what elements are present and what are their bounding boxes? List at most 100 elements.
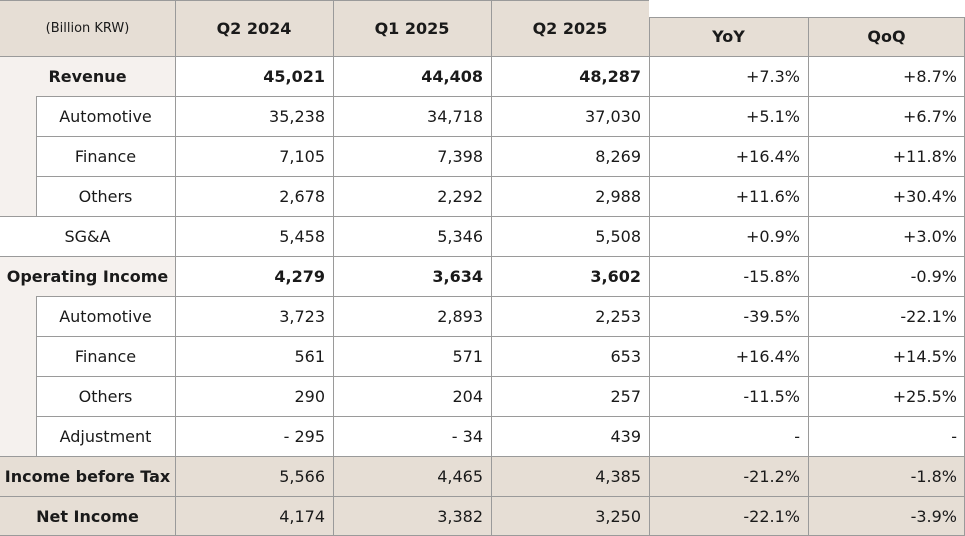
cell-finance-q2-2025: 8,269	[595, 146, 641, 166]
row-indent-gutter	[0, 96, 36, 136]
cell-others-q2-2024: 2,678	[279, 186, 325, 206]
row-indent-gutter	[0, 336, 36, 376]
cell-finance-qoq: +11.8%	[892, 146, 957, 166]
cell-automotive-yoy: +5.1%	[745, 106, 800, 126]
cell-net-income-q2-2024: 4,174	[175, 496, 333, 536]
cell-operating-income-q1-2025: 3,634	[432, 266, 483, 286]
cell-others-yoy: -11.5%	[743, 386, 800, 406]
cell-automotive-q2-2025: 2,253	[595, 306, 641, 326]
cell-revenue-q2-2024: 45,021	[263, 66, 325, 86]
cell-automotive-yoy: -39.5%	[743, 306, 800, 326]
cell-finance-yoy: +16.4%	[735, 346, 800, 366]
row-label-finance: Finance	[74, 146, 137, 166]
row-label-adjustment: Adjustment	[59, 426, 152, 446]
indent-divider	[36, 96, 37, 216]
row-divider	[36, 176, 965, 177]
row-label-finance: Finance	[74, 346, 137, 366]
cell-adjustment-q1-2025: - 34	[451, 426, 483, 446]
cell-finance-q2-2024: 7,105	[279, 146, 325, 166]
row-label-automotive: Automotive	[59, 106, 152, 126]
row-label-sg-a: SG&A	[64, 226, 111, 246]
cell-automotive-q1-2025: 34,718	[427, 106, 483, 126]
row-divider	[36, 376, 965, 377]
row-label-automotive: Automotive	[59, 306, 152, 326]
column-divider	[333, 0, 334, 536]
cell-automotive-qoq: -22.1%	[900, 306, 957, 326]
cell-operating-income-q2-2024: 4,279	[274, 266, 325, 286]
cell-net-income-yoy: -22.1%	[649, 496, 808, 536]
cell-sg-a-q2-2024: 5,458	[279, 226, 325, 246]
header-gap	[649, 0, 965, 17]
cell-others-yoy: +11.6%	[735, 186, 800, 206]
cell-revenue-yoy: +7.3%	[745, 66, 800, 86]
cell-income-before-tax-qoq: -1.8%	[808, 456, 965, 496]
row-label-operating-income: Operating Income	[0, 256, 175, 296]
cell-revenue-qoq: +8.7%	[902, 66, 957, 86]
cell-income-before-tax-q2-2025: 4,385	[491, 456, 649, 496]
column-header-q2-2024: Q2 2024	[175, 0, 333, 56]
row-indent-gutter	[0, 296, 36, 336]
cell-finance-qoq: +14.5%	[892, 346, 957, 366]
column-header-q2-2025: Q2 2025	[491, 0, 649, 56]
cell-others-q1-2025: 204	[452, 386, 483, 406]
cell-finance-q1-2025: 571	[452, 346, 483, 366]
cell-net-income-q1-2025: 3,382	[333, 496, 491, 536]
cell-sg-a-q1-2025: 5,346	[437, 226, 483, 246]
cell-income-before-tax-q2-2024: 5,566	[175, 456, 333, 496]
cell-automotive-q2-2025: 37,030	[585, 106, 641, 126]
row-label-net-income: Net Income	[0, 496, 175, 536]
cell-automotive-q1-2025: 2,893	[437, 306, 483, 326]
cell-adjustment-yoy: -	[794, 426, 800, 446]
cell-operating-income-q2-2025: 3,602	[590, 266, 641, 286]
row-divider	[36, 336, 965, 337]
row-indent-gutter	[0, 176, 36, 216]
row-divider	[36, 416, 965, 417]
column-divider	[649, 17, 650, 536]
cell-sg-a-qoq: +3.0%	[902, 226, 957, 246]
row-indent-gutter	[0, 416, 36, 456]
cell-income-before-tax-yoy: -21.2%	[649, 456, 808, 496]
row-label-others: Others	[78, 386, 133, 406]
cell-sg-a-q2-2025: 5,508	[595, 226, 641, 246]
cell-adjustment-q2-2025: 439	[610, 426, 641, 446]
column-header-qoq: QoQ	[808, 17, 965, 56]
column-header-yoy: YoY	[649, 17, 808, 56]
cell-automotive-qoq: +6.7%	[902, 106, 957, 126]
cell-others-qoq: +25.5%	[892, 386, 957, 406]
cell-finance-q2-2025: 653	[610, 346, 641, 366]
column-header-q1-2025: Q1 2025	[333, 0, 491, 56]
row-divider	[0, 496, 965, 497]
cell-automotive-q2-2024: 3,723	[279, 306, 325, 326]
cell-others-q2-2025: 2,988	[595, 186, 641, 206]
cell-others-q1-2025: 2,292	[437, 186, 483, 206]
cell-revenue-q2-2025: 48,287	[579, 66, 641, 86]
column-divider	[175, 0, 176, 536]
row-divider	[36, 296, 965, 297]
header-top-border	[0, 0, 649, 1]
unit-label: (Billion KRW)	[45, 20, 130, 36]
cell-others-q2-2025: 257	[610, 386, 641, 406]
row-label-income-before-tax: Income before Tax	[0, 456, 175, 496]
row-divider	[36, 136, 965, 137]
cell-finance-yoy: +16.4%	[735, 146, 800, 166]
row-label-revenue: Revenue	[0, 56, 175, 96]
cell-sg-a-yoy: +0.9%	[745, 226, 800, 246]
cell-automotive-q2-2024: 35,238	[269, 106, 325, 126]
column-divider	[808, 17, 809, 536]
row-indent-gutter	[0, 136, 36, 176]
cell-others-qoq: +30.4%	[892, 186, 957, 206]
row-label-others: Others	[78, 186, 133, 206]
row-divider	[36, 96, 965, 97]
cell-revenue-q1-2025: 44,408	[421, 66, 483, 86]
cell-finance-q1-2025: 7,398	[437, 146, 483, 166]
row-divider	[0, 256, 965, 257]
row-divider	[0, 456, 965, 457]
unit-label-header: (Billion KRW)	[0, 0, 175, 56]
cell-operating-income-qoq: -0.9%	[910, 266, 957, 286]
cell-others-q2-2024: 290	[294, 386, 325, 406]
column-divider	[491, 0, 492, 536]
cell-net-income-qoq: -3.9%	[808, 496, 965, 536]
indent-divider	[36, 296, 37, 456]
cell-finance-q2-2024: 561	[294, 346, 325, 366]
cell-income-before-tax-q1-2025: 4,465	[333, 456, 491, 496]
